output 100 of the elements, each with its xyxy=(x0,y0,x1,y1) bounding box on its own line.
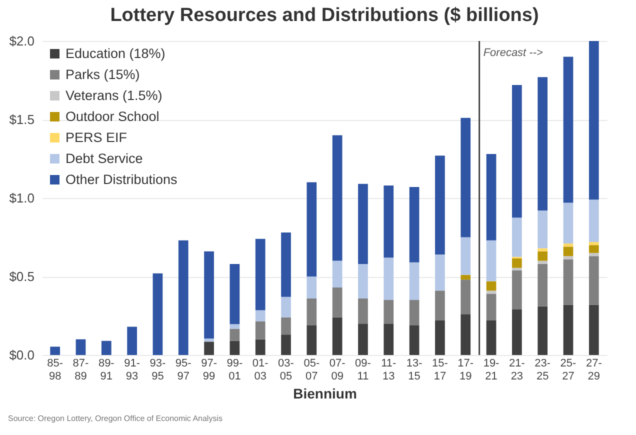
x-tick-label: 25-27 xyxy=(560,358,577,382)
bar xyxy=(460,237,471,275)
bar xyxy=(486,290,496,294)
legend-label: Education (18%) xyxy=(66,46,166,61)
bar xyxy=(409,187,420,262)
x-tick-label: 19-21 xyxy=(483,358,500,382)
x-tick-label: 27-29 xyxy=(586,358,602,382)
x-tick-label: 85-98 xyxy=(47,358,64,382)
bar xyxy=(409,300,420,326)
bar xyxy=(332,317,342,355)
bar xyxy=(538,77,548,211)
bar xyxy=(255,238,266,310)
bar xyxy=(460,280,471,314)
x-tick-label: 17-19 xyxy=(458,358,474,382)
x-tick-label: 23-25 xyxy=(534,358,551,382)
bar xyxy=(204,338,214,342)
bar xyxy=(588,304,599,355)
y-tick-label: $1.5 xyxy=(9,112,34,127)
bar xyxy=(588,41,599,200)
legend-label: Parks (15%) xyxy=(66,66,140,82)
x-tick-label: 95-97 xyxy=(175,358,192,382)
bar xyxy=(306,298,317,326)
x-axis-title: Biennium xyxy=(293,386,357,402)
bar xyxy=(281,334,291,355)
bar xyxy=(512,309,522,355)
bar xyxy=(127,326,137,355)
bar xyxy=(435,156,445,255)
bar xyxy=(486,320,496,355)
bar xyxy=(460,314,471,355)
bar xyxy=(384,300,394,324)
bar xyxy=(563,304,574,355)
bar xyxy=(230,328,240,341)
bar xyxy=(512,218,522,257)
x-tick-label: 07-09 xyxy=(329,358,346,382)
legend-label: Outdoor School xyxy=(66,108,160,124)
bar xyxy=(306,325,317,355)
x-tick-label: 11-13 xyxy=(381,358,397,382)
bar xyxy=(204,342,214,355)
bar xyxy=(538,210,548,248)
x-tick-label: 97-99 xyxy=(201,358,218,382)
y-tick-label: $0.5 xyxy=(9,269,34,284)
bar xyxy=(486,154,496,240)
legend-label: PERS EIF xyxy=(66,130,128,145)
bar xyxy=(435,290,445,320)
x-tick-label: 87-89 xyxy=(72,358,90,382)
bar xyxy=(409,325,420,355)
bar xyxy=(255,310,266,322)
bar xyxy=(101,340,112,355)
bar xyxy=(230,324,240,329)
bar xyxy=(563,56,574,203)
bar xyxy=(563,244,574,247)
x-tick-label: 05-07 xyxy=(304,358,320,382)
bar xyxy=(358,298,368,324)
bar xyxy=(306,182,317,276)
bar xyxy=(230,264,240,324)
bar xyxy=(486,240,496,282)
bar xyxy=(384,324,394,355)
bar xyxy=(281,232,291,297)
bar xyxy=(281,296,291,318)
bar xyxy=(384,185,394,258)
bar xyxy=(588,245,599,253)
x-tick-label: 91-93 xyxy=(124,358,140,382)
bar xyxy=(563,202,574,244)
bar xyxy=(435,254,445,291)
bar xyxy=(332,260,342,288)
bar xyxy=(460,118,471,238)
y-tick-label: $1.0 xyxy=(9,190,34,206)
bar xyxy=(230,340,240,355)
bar xyxy=(332,287,342,318)
bar xyxy=(588,252,599,256)
bar xyxy=(486,281,496,291)
bar xyxy=(563,256,574,260)
bar xyxy=(588,200,599,242)
x-tick-label: 15-17 xyxy=(432,358,448,382)
bar xyxy=(255,339,266,355)
bar xyxy=(435,320,445,355)
bar xyxy=(563,259,574,305)
ref-line-label: Forecast --> xyxy=(483,47,544,59)
bar xyxy=(588,256,599,305)
y-tick-label: $2.0 xyxy=(9,34,34,48)
bar xyxy=(486,294,496,320)
bar xyxy=(588,242,599,246)
bar xyxy=(538,260,548,264)
x-tick-label: 99-01 xyxy=(226,358,243,382)
bar xyxy=(563,246,574,256)
y-tick-label: $0.0 xyxy=(9,348,34,362)
x-tick-label: 03-05 xyxy=(278,358,294,382)
bar xyxy=(332,135,342,261)
bar xyxy=(538,306,548,355)
x-tick-label: 09-11 xyxy=(355,358,372,382)
bar xyxy=(358,264,368,298)
source-note: Source: Oregon Lottery, Oregon Office of Economic Analysis xyxy=(8,414,222,423)
legend-label: Veterans (1.5%) xyxy=(66,88,162,103)
bar xyxy=(538,248,548,252)
bar xyxy=(204,251,214,339)
x-tick-label: 89-91 xyxy=(98,358,115,382)
bar xyxy=(306,276,317,298)
bar xyxy=(255,321,266,340)
chart-title: Lottery Resources and Distributions ($ billions) xyxy=(110,5,539,26)
bar xyxy=(152,273,163,355)
